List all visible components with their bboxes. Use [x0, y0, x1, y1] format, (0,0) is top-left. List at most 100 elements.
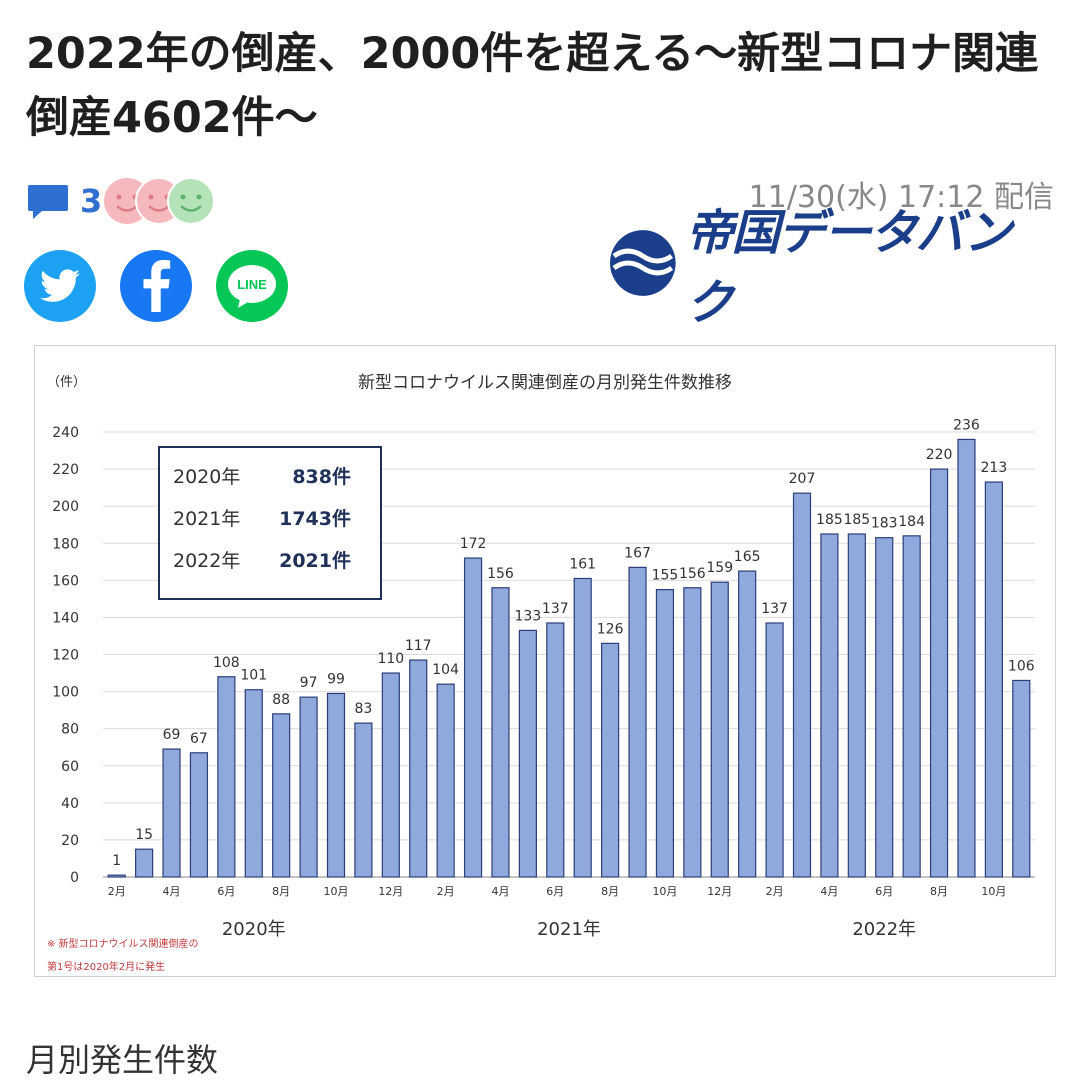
y-tick-label: 200	[52, 499, 79, 515]
bar-value-label: 213	[981, 460, 1008, 476]
bar-value-label: 99	[327, 671, 345, 687]
bar-value-label: 106	[1008, 658, 1035, 674]
bar-value-label: 97	[300, 675, 318, 691]
comment-count[interactable]: 3	[80, 182, 103, 220]
x-tick-label: 6月	[875, 885, 893, 898]
bar-value-label: 88	[272, 692, 290, 708]
x-tick-label: 8月	[930, 885, 948, 898]
bar	[847, 533, 866, 878]
bar-value-label: 83	[354, 701, 372, 717]
bar	[491, 587, 510, 878]
line-icon: LINE	[228, 265, 276, 308]
bar	[463, 557, 483, 878]
bar-value-label: 161	[569, 556, 596, 572]
summary-count: 1743件	[279, 507, 351, 530]
bar-value-label: 101	[240, 668, 267, 684]
y-tick-label: 100	[52, 685, 79, 701]
x-tick-label: 4月	[820, 885, 838, 898]
bar	[162, 748, 181, 878]
y-tick-label: 0	[70, 870, 79, 886]
x-tick-label: 12月	[707, 885, 732, 898]
bar	[299, 696, 318, 878]
bar-value-label: 159	[706, 560, 733, 576]
year-label: 2021年	[537, 919, 601, 940]
summary-year: 2022年	[173, 550, 240, 572]
bar-value-label: 1	[112, 853, 121, 869]
x-tick-label: 10月	[981, 885, 1006, 898]
article-title: 2022年の倒産、2000件を超える〜新型コロナ関連倒産4602件〜	[26, 29, 1039, 143]
share-buttons: LINE	[24, 250, 288, 322]
x-tick-label: 10月	[324, 885, 349, 898]
year-label: 2022年	[852, 919, 916, 940]
bar-value-label: 15	[135, 827, 153, 843]
summary-count: 2021件	[279, 549, 351, 572]
x-tick-label: 4月	[491, 885, 509, 898]
bar-value-label: 167	[624, 545, 651, 561]
bar	[957, 438, 976, 878]
bar-value-label: 183	[871, 516, 898, 532]
facebook-share-button[interactable]	[120, 250, 192, 322]
y-tick-label: 40	[61, 796, 79, 812]
bar	[518, 629, 537, 878]
y-tick-label: 180	[52, 536, 79, 552]
comment-icon[interactable]	[26, 179, 70, 223]
x-tick-label: 8月	[272, 885, 290, 898]
bar	[929, 468, 949, 878]
bar-value-label: 220	[926, 447, 953, 463]
x-tick-label: 6月	[217, 885, 235, 898]
summary-count: 838件	[292, 465, 351, 488]
line-share-button[interactable]: LINE	[216, 250, 288, 322]
smile-face-icon[interactable]	[166, 176, 216, 226]
bar-value-label: 156	[679, 566, 706, 582]
y-tick-label: 120	[52, 648, 79, 664]
bar-value-label: 156	[487, 566, 514, 582]
bar-value-label: 165	[734, 549, 761, 565]
bar-value-label: 126	[597, 621, 624, 637]
y-tick-label: 240	[52, 425, 79, 441]
bar	[601, 642, 620, 878]
bar-chart: 新型コロナウイルス関連倒産の月別発生件数推移（件）020406080100120…	[47, 373, 1035, 973]
x-tick-label: 4月	[163, 885, 181, 898]
bar	[107, 874, 126, 878]
bar	[792, 492, 812, 878]
y-tick-label: 220	[52, 462, 79, 478]
y-tick-label: 20	[61, 833, 79, 849]
x-tick-label: 10月	[652, 885, 677, 898]
y-tick-label: 80	[61, 722, 79, 738]
bar	[436, 683, 455, 878]
bar	[381, 672, 400, 878]
bar	[984, 481, 1003, 878]
x-tick-label: 2月	[437, 885, 455, 898]
y-tick-label: 160	[52, 573, 79, 589]
bar	[272, 713, 291, 878]
bar-value-label: 185	[816, 512, 843, 528]
reaction-bar: 3	[26, 176, 216, 226]
bar-value-label: 185	[843, 512, 870, 528]
y-tick-label: 140	[52, 610, 79, 626]
bar	[655, 589, 675, 878]
publish-date: 11/30(水) 17:12 配信	[748, 180, 1054, 215]
bar-value-label: 69	[163, 727, 181, 743]
bar	[217, 676, 236, 878]
line-label: LINE	[237, 277, 267, 292]
bar	[765, 622, 784, 878]
bar	[354, 722, 373, 878]
bar	[573, 577, 592, 878]
bar	[628, 566, 647, 878]
bar-value-label: 117	[405, 638, 432, 654]
bar-value-label: 207	[789, 471, 816, 487]
bar-value-label: 108	[213, 655, 240, 671]
bar-value-label: 172	[460, 536, 487, 552]
twitter-share-button[interactable]	[24, 250, 96, 322]
publisher-brand[interactable]: 帝国データバンク	[608, 205, 1054, 331]
x-tick-label: 12月	[378, 885, 403, 898]
summary-year: 2020年	[173, 466, 240, 488]
bar	[135, 848, 154, 878]
twitter-icon	[40, 269, 80, 302]
chart-note: ※ 新型コロナウイルス関連倒産の	[47, 937, 199, 950]
bar-value-label: 155	[652, 568, 679, 584]
bar-value-label: 137	[761, 601, 788, 617]
bar-value-label: 236	[953, 417, 980, 433]
bar-value-label: 104	[432, 662, 459, 678]
bar	[546, 622, 565, 878]
